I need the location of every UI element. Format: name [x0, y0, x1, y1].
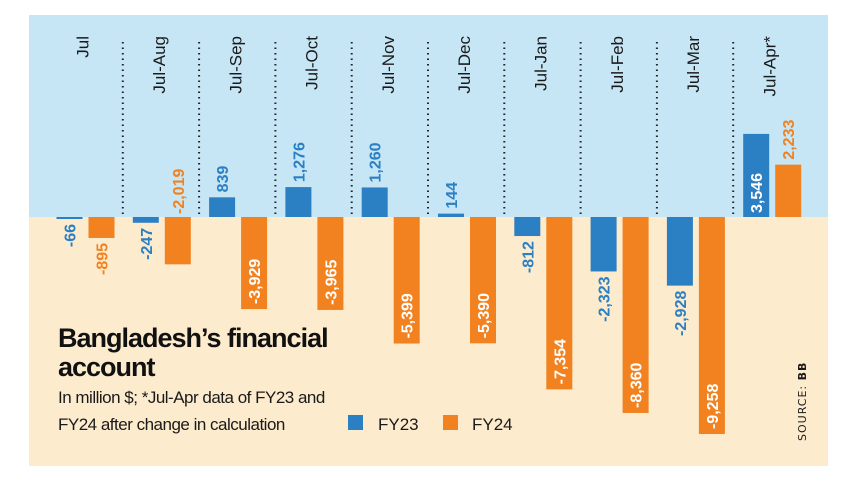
source-label: SOURCE:: [796, 380, 809, 441]
category-label: Jul-Oct: [303, 36, 322, 90]
value-label-fy24: -2,019: [171, 169, 188, 214]
bar-fy24: [470, 217, 496, 344]
category-labels: Jul Jul-Aug Jul-Sep Jul-Oct Jul-Nov Jul-Dec Ju…: [74, 36, 780, 97]
legend-label-fy23: FY23: [378, 415, 419, 434]
category-label: Jul-Apr*: [760, 36, 779, 97]
bar-fy23: [590, 217, 617, 272]
category-label: Jul-Sep: [226, 36, 245, 94]
value-label-fy23: 1,260: [368, 142, 385, 182]
category-label: Jul-Jan: [531, 36, 550, 91]
source-note: SOURCE: BB: [796, 362, 809, 441]
value-label-fy23: -2,323: [597, 276, 614, 321]
value-label-fy24: 2,233: [781, 120, 798, 160]
bar-fy24: [698, 217, 725, 434]
value-label-fy23: -812: [520, 241, 537, 273]
category-label: Jul-Feb: [608, 36, 627, 93]
value-label-fy23: 3,546: [749, 173, 766, 213]
value-label-fy23: 1,276: [291, 142, 308, 182]
bar-fy23: [361, 187, 388, 217]
bar-fy24: [546, 217, 573, 390]
value-label-fy24: -3,965: [323, 259, 340, 304]
positive-band: [29, 15, 828, 217]
category-label: Jul-Aug: [150, 36, 169, 94]
bar-fy24: [241, 217, 268, 310]
value-label-fy24: -9,258: [705, 384, 722, 429]
legend-swatch-fy24: [443, 415, 458, 430]
bar-fy24: [88, 217, 115, 238]
legend-label-fy24: FY24: [472, 415, 513, 434]
bar-fy24: [317, 217, 344, 310]
source-value: BB: [796, 362, 809, 381]
subtitle-line1: In million $; *Jul-Apr data of FY23 and: [58, 388, 325, 407]
bar-fy23: [132, 217, 159, 223]
value-label-fy24: -7,354: [552, 339, 569, 384]
bar-fy23: [209, 197, 236, 217]
bar-fy24: [164, 217, 191, 265]
category-label: Jul: [74, 36, 93, 58]
negative-band: [29, 217, 828, 466]
value-label-fy23: 144: [444, 182, 461, 209]
value-label-fy24: -5,390: [476, 293, 493, 338]
bar-fy24: [775, 164, 802, 217]
chart-title-line2: account: [58, 352, 156, 382]
value-label-fy23: -2,928: [673, 291, 690, 336]
category-label: Jul-Nov: [379, 36, 398, 94]
chart-title-line1: Bangladesh’s financial: [58, 323, 328, 353]
subtitle-line2: FY24 after change in calculation: [58, 415, 285, 434]
bar-fy23: [285, 187, 312, 217]
value-label-fy23: -247: [139, 228, 156, 260]
bar-fy23: [438, 213, 464, 217]
legend-swatch-fy23: [348, 415, 363, 430]
value-label-fy24: -5,399: [400, 293, 417, 338]
value-label-fy24: -3,929: [247, 259, 264, 304]
bar-fy23: [743, 133, 770, 217]
bar-fy23: [56, 217, 83, 219]
value-label-fy24: -895: [95, 243, 112, 275]
bar-fy23: [666, 217, 693, 286]
bars: [56, 133, 802, 434]
value-label-fy24: -8,360: [629, 362, 646, 407]
category-label: Jul-Mar: [684, 36, 703, 93]
bar-fy23: [514, 217, 541, 237]
value-label-fy23: 839: [215, 166, 232, 193]
category-label: Jul-Dec: [455, 36, 474, 94]
bar-fy24: [622, 217, 649, 413]
value-labels: -66 -895 -247 -2,019 839 -3,929 1,276 -3,965 1,2…: [63, 120, 799, 429]
value-label-fy23: -66: [63, 224, 80, 247]
bar-fy24: [393, 217, 420, 344]
